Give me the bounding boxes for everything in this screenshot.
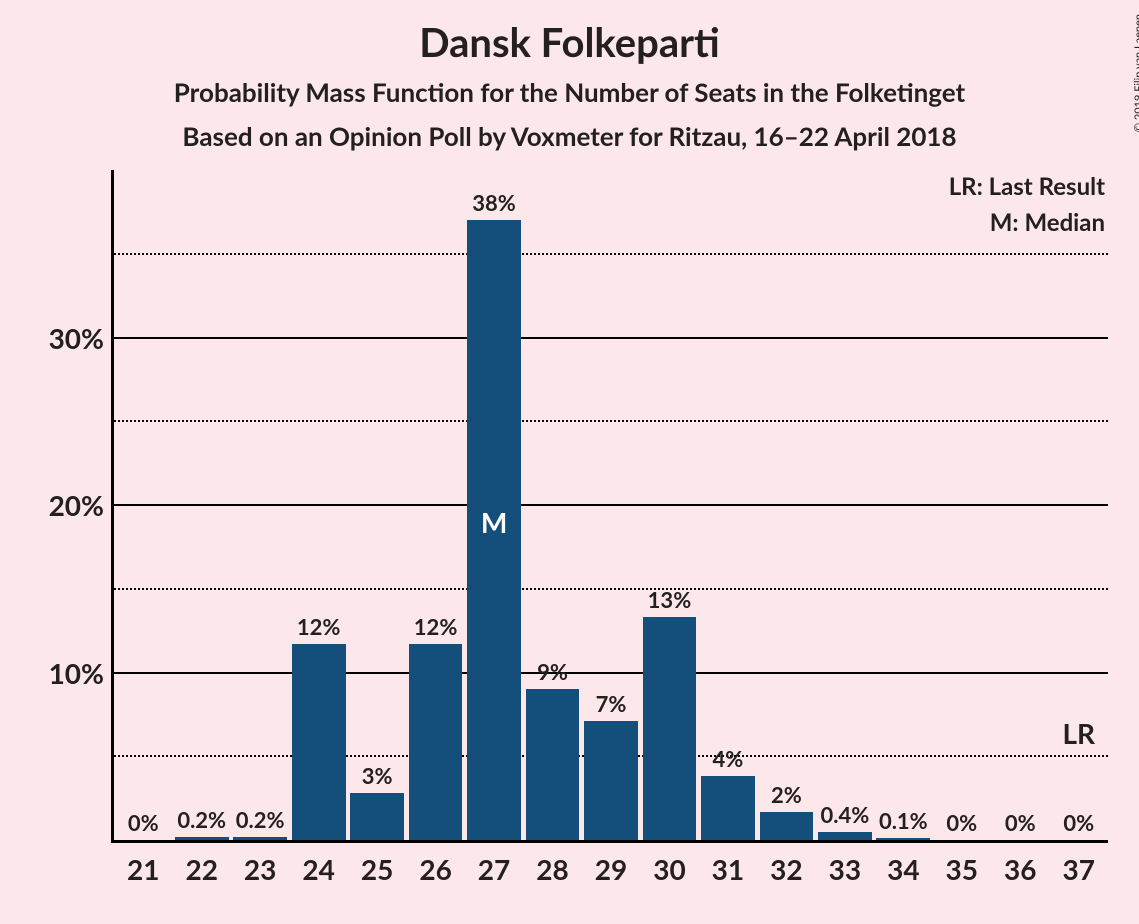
bar-value-label: 2% xyxy=(771,781,802,812)
last-result-marker: LR xyxy=(1062,716,1095,750)
x-tick-label: 28 xyxy=(523,852,581,886)
x-tick-label: 31 xyxy=(699,852,757,886)
x-tick-label: 36 xyxy=(991,852,1049,886)
x-tick-label: 29 xyxy=(582,852,640,886)
bar-slot: 2% xyxy=(757,170,815,840)
bar: 4% xyxy=(701,776,755,840)
y-tick-label: 10% xyxy=(49,656,104,690)
copyright-text: © 2019 Filip van Laenen xyxy=(1132,14,1139,132)
bar-slot: 0.1% xyxy=(874,170,932,840)
bar-value-label: 0.2% xyxy=(177,806,226,837)
bar-slot: 3% xyxy=(348,170,406,840)
x-tick-label: 34 xyxy=(874,852,932,886)
bar-slot: 13% xyxy=(640,170,698,840)
bar: 7% xyxy=(584,721,638,840)
x-tick-label: 22 xyxy=(172,852,230,886)
bar-value-label: 0% xyxy=(1005,809,1036,840)
y-tick-label: 30% xyxy=(49,321,104,355)
bar-slot: 9% xyxy=(523,170,581,840)
bar-slot: 12% xyxy=(406,170,464,840)
bar-slot: 7% xyxy=(582,170,640,840)
plot-area: 0%0.2%0.2%12%3%12%38%M9%7%13%4%2%0.4%0.1… xyxy=(114,170,1108,840)
x-tick-label: 24 xyxy=(289,852,347,886)
bar-slot: 0% xyxy=(991,170,1049,840)
bar: 38%M xyxy=(467,220,521,840)
x-tick-label: 32 xyxy=(757,852,815,886)
median-marker: M xyxy=(481,505,507,539)
x-tick-label: 35 xyxy=(933,852,991,886)
bar-value-label: 0.1% xyxy=(879,807,928,838)
bar-value-label: 0.2% xyxy=(236,806,285,837)
bar: 2% xyxy=(760,812,814,840)
bars-container: 0%0.2%0.2%12%3%12%38%M9%7%13%4%2%0.4%0.1… xyxy=(114,170,1108,840)
chart-subtitle-2: Based on an Opinion Poll by Voxmeter for… xyxy=(0,120,1139,152)
bar-slot: 0.2% xyxy=(231,170,289,840)
x-tick-labels: 2122232425262728293031323334353637 xyxy=(114,852,1108,886)
bar-slot: 0% xyxy=(933,170,991,840)
chart-title: Dansk Folkeparti xyxy=(0,18,1139,66)
bar-value-label: 0% xyxy=(1063,809,1094,840)
x-axis xyxy=(111,840,1108,843)
bar-value-label: 0.4% xyxy=(820,801,869,832)
x-tick-label: 21 xyxy=(114,852,172,886)
bar-slot: 0.4% xyxy=(816,170,874,840)
bar-value-label: 9% xyxy=(537,658,568,689)
y-axis xyxy=(111,170,114,843)
bar: 3% xyxy=(350,793,404,840)
bar-value-label: 0% xyxy=(946,809,977,840)
bar: 13% xyxy=(643,617,697,840)
x-tick-label: 27 xyxy=(465,852,523,886)
bar-value-label: 0% xyxy=(128,809,159,840)
bar-slot: 12% xyxy=(289,170,347,840)
bar: 12% xyxy=(409,644,463,840)
bar: 9% xyxy=(526,689,580,840)
x-tick-label: 37 xyxy=(1050,852,1108,886)
bar-slot: 38% M xyxy=(465,170,523,840)
bar-value-label: 12% xyxy=(297,613,341,644)
bar: 12% xyxy=(292,644,346,840)
x-tick-label: 23 xyxy=(231,852,289,886)
x-tick-label: 26 xyxy=(406,852,464,886)
bar-slot: 0.2% xyxy=(172,170,230,840)
x-tick-label: 30 xyxy=(640,852,698,886)
bar-value-label: 12% xyxy=(414,613,458,644)
bar-value-label: 4% xyxy=(713,745,744,776)
bar-slot: 0% xyxy=(114,170,172,840)
bar-value-label: 38% xyxy=(472,189,516,220)
x-tick-label: 25 xyxy=(348,852,406,886)
bar-value-label: 13% xyxy=(648,586,692,617)
chart-subtitle-1: Probability Mass Function for the Number… xyxy=(0,76,1139,108)
x-tick-label: 33 xyxy=(816,852,874,886)
bar: 0.4% xyxy=(818,832,872,840)
bar-value-label: 3% xyxy=(362,762,393,793)
y-tick-label: 20% xyxy=(49,488,104,522)
bar-slot: 4% xyxy=(699,170,757,840)
bar-value-label: 7% xyxy=(596,690,627,721)
